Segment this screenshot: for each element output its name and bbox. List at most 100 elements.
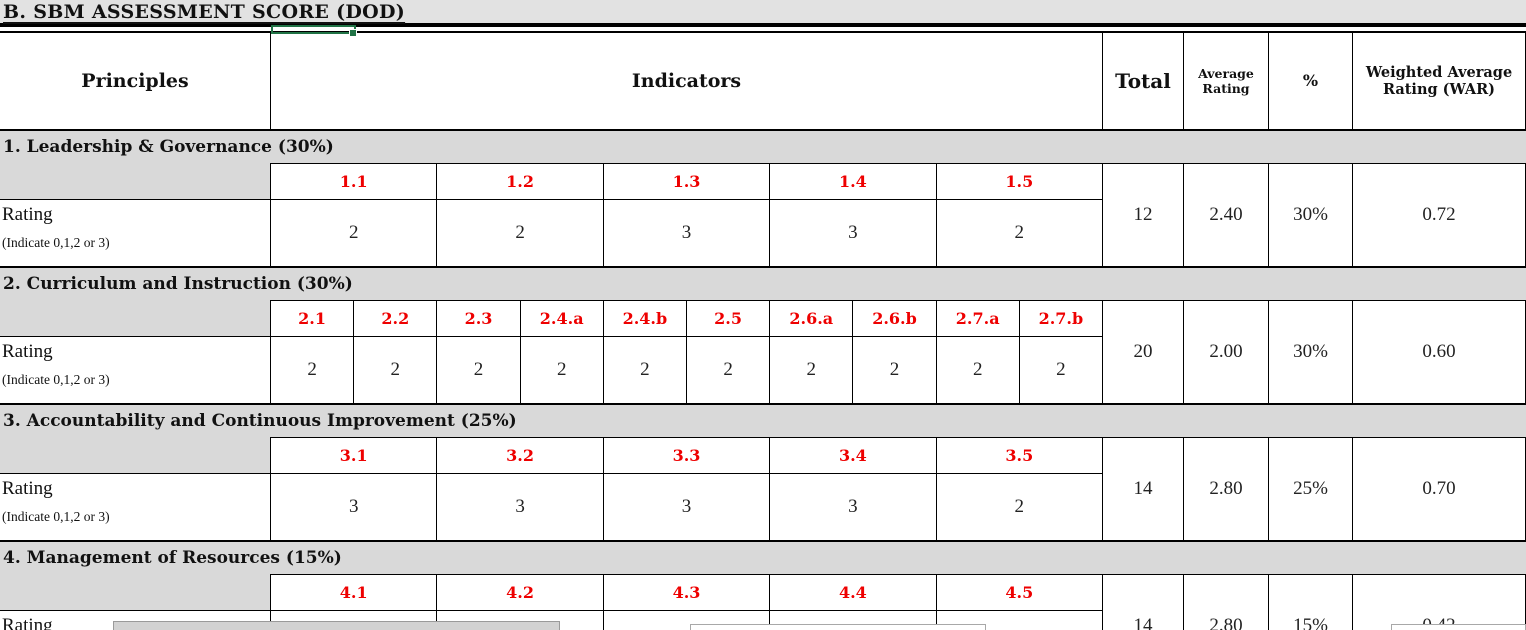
rating-value-cell[interactable] xyxy=(935,610,1102,630)
indicator-code-cell: 1.3 xyxy=(602,163,770,199)
column-header-percent: % xyxy=(1268,33,1352,129)
rating-value-cell[interactable]: 2 xyxy=(935,199,1102,266)
principle-section: 2. Curriculum and Instruction (30%) Ratin… xyxy=(0,268,1526,405)
percent-cell: 30% xyxy=(1267,300,1352,403)
rating-value-cell[interactable] xyxy=(602,610,770,630)
indicator-code-cell: 3.1 xyxy=(270,437,437,473)
indicator-code-cell: 1.4 xyxy=(769,163,936,199)
average-rating-cell: 2.40 xyxy=(1182,163,1268,266)
rating-label: Rating xyxy=(2,478,53,499)
rating-value-cell[interactable]: 3 xyxy=(270,473,437,540)
rating-value-cell[interactable]: 2 xyxy=(353,336,437,403)
rating-value-cell[interactable]: 2 xyxy=(270,199,437,266)
principle-spacer-cell xyxy=(0,300,270,336)
rating-sublabel: (Indicate 0,1,2 or 3) xyxy=(2,234,110,250)
indicator-code-cell: 1.2 xyxy=(436,163,603,199)
section-grid: Rating (Indicate 0,1,2 or 3) 2.1 2.2 2.3 2.4.… xyxy=(0,300,1526,403)
indicator-code-cell: 2.4.b xyxy=(602,300,686,336)
indicator-code-cell: 4.3 xyxy=(602,574,770,610)
rating-value-cell[interactable]: 2 xyxy=(270,336,354,403)
column-header-total: Total xyxy=(1102,33,1183,129)
total-cell: 14 xyxy=(1101,437,1183,540)
rating-value-cell[interactable]: 3 xyxy=(602,473,770,540)
principle-section: 1. Leadership & Governance (30%) Rating (I… xyxy=(0,131,1526,268)
indicator-code-cell: 1.1 xyxy=(270,163,437,199)
sections-container: 1. Leadership & Governance (30%) Rating (I… xyxy=(0,131,1526,630)
total-cell: 20 xyxy=(1101,300,1183,403)
rating-value-cell[interactable]: 2 xyxy=(935,336,1019,403)
average-rating-cell: 2.80 xyxy=(1182,574,1268,630)
section-grid: Rating (Indicate 0,1,2 or 3) 3.1 3.2 3.3 3.4 3… xyxy=(0,437,1526,540)
total-cell: 12 xyxy=(1101,163,1183,266)
principle-spacer-cell xyxy=(0,163,270,199)
rating-label: Rating xyxy=(2,615,53,630)
principle-section: 3. Accountability and Continuous Improve… xyxy=(0,405,1526,542)
indicator-code-cell: 2.5 xyxy=(685,300,770,336)
clipped-shape-white-left xyxy=(690,624,986,630)
rating-sublabel: (Indicate 0,1,2 or 3) xyxy=(2,508,110,524)
indicator-code-cell: 4.1 xyxy=(270,574,437,610)
clipped-shape-gray xyxy=(113,621,560,630)
indicator-code-cell: 2.4.a xyxy=(519,300,603,336)
table-header-row: Principles Indicators Total Average Rati… xyxy=(0,33,1526,131)
rating-label-cell: Rating (Indicate 0,1,2 or 3) xyxy=(0,473,270,540)
rating-value-cell[interactable]: 2 xyxy=(602,336,686,403)
rating-value-cell[interactable]: 2 xyxy=(852,336,936,403)
war-cell: 0.60 xyxy=(1351,300,1526,403)
indicator-code-cell: 2.2 xyxy=(353,300,437,336)
indicator-code-cell: 3.3 xyxy=(602,437,770,473)
war-cell: 0.72 xyxy=(1351,163,1526,266)
indicator-code-cell: 2.3 xyxy=(436,300,520,336)
column-header-average-rating: Average Rating xyxy=(1183,33,1268,129)
rating-value-cell[interactable]: 2 xyxy=(935,473,1102,540)
war-cell: 0.42 xyxy=(1351,574,1526,630)
total-cell: 14 xyxy=(1101,574,1183,630)
title-divider xyxy=(0,25,1526,33)
rating-value-cell[interactable] xyxy=(270,610,437,630)
average-rating-cell: 2.80 xyxy=(1182,437,1268,540)
rating-value-cell[interactable]: 2 xyxy=(436,336,520,403)
section-heading: 1. Leadership & Governance (30%) xyxy=(0,131,1526,163)
indicator-code-cell: 4.4 xyxy=(769,574,936,610)
rating-value-cell[interactable]: 2 xyxy=(436,199,603,266)
rating-label-cell: Rating (Indicate 0,1,2 or 3) xyxy=(0,336,270,403)
indicator-code-cell: 2.6.b xyxy=(852,300,936,336)
fill-handle[interactable] xyxy=(349,29,357,37)
active-cell-outline xyxy=(271,25,356,34)
percent-cell: 15% xyxy=(1267,574,1352,630)
rating-value-cell[interactable]: 2 xyxy=(1018,336,1102,403)
rating-value-cell[interactable]: 3 xyxy=(436,473,603,540)
indicator-code-cell: 2.7.b xyxy=(1018,300,1102,336)
section-heading: 2. Curriculum and Instruction (30%) xyxy=(0,268,1526,300)
rating-value-cell[interactable] xyxy=(769,610,936,630)
column-header-indicators: Indicators xyxy=(270,33,1102,129)
indicator-code-cell: 2.7.a xyxy=(935,300,1019,336)
sheet-title-bar: B. SBM ASSESSMENT SCORE (DOD) xyxy=(0,0,1526,25)
rating-value-cell[interactable]: 2 xyxy=(685,336,770,403)
section-heading: 3. Accountability and Continuous Improve… xyxy=(0,405,1526,437)
clipped-shape-white-right xyxy=(1391,624,1526,630)
rating-value-cell[interactable]: 3 xyxy=(602,199,770,266)
section-heading: 4. Management of Resources (15%) xyxy=(0,542,1526,574)
indicator-code-cell: 2.1 xyxy=(270,300,354,336)
rating-value-cell[interactable]: 2 xyxy=(519,336,603,403)
principle-spacer-cell xyxy=(0,437,270,473)
column-header-principles: Principles xyxy=(81,69,189,92)
rating-label: Rating xyxy=(2,204,53,225)
indicator-code-cell: 1.5 xyxy=(935,163,1102,199)
rating-sublabel: (Indicate 0,1,2 or 3) xyxy=(2,371,110,387)
indicator-code-cell: 3.5 xyxy=(935,437,1102,473)
war-cell: 0.70 xyxy=(1351,437,1526,540)
rating-value-cell[interactable]: 3 xyxy=(769,473,936,540)
rating-value-cell[interactable] xyxy=(436,610,603,630)
average-rating-cell: 2.00 xyxy=(1182,300,1268,403)
rating-value-cell[interactable]: 2 xyxy=(769,336,853,403)
rating-label: Rating xyxy=(2,341,53,362)
indicator-code-cell: 4.5 xyxy=(935,574,1102,610)
principle-spacer-cell xyxy=(0,574,270,610)
rating-value-cell[interactable]: 3 xyxy=(769,199,936,266)
principle-section: 4. Management of Resources (15%)Rating(I… xyxy=(0,542,1526,630)
page-title: B. SBM ASSESSMENT SCORE (DOD) xyxy=(3,0,406,23)
indicator-code-cell: 2.6.a xyxy=(769,300,853,336)
